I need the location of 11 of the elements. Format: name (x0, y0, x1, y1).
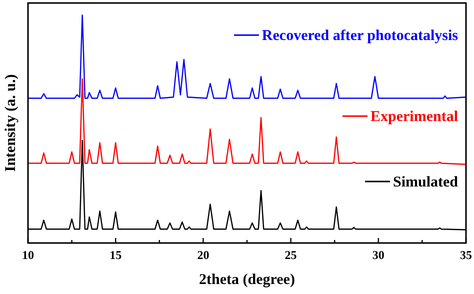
x-tick-label: 30 (372, 248, 384, 262)
legend-label: Simulated (392, 174, 459, 190)
x-tick-label: 10 (22, 248, 34, 262)
legend-label: Recovered after photocatalysis (262, 28, 458, 44)
x-tick-label: 20 (197, 248, 210, 262)
x-axis-title: 2theta (degree) (199, 272, 295, 288)
x-tick-label: 35 (460, 248, 472, 262)
x-tick-label: 25 (284, 248, 297, 262)
y-axis-title: Intensity (a. u.) (3, 74, 19, 172)
x-tick-label: 15 (110, 248, 122, 262)
legend-label: Experimental (370, 109, 458, 126)
